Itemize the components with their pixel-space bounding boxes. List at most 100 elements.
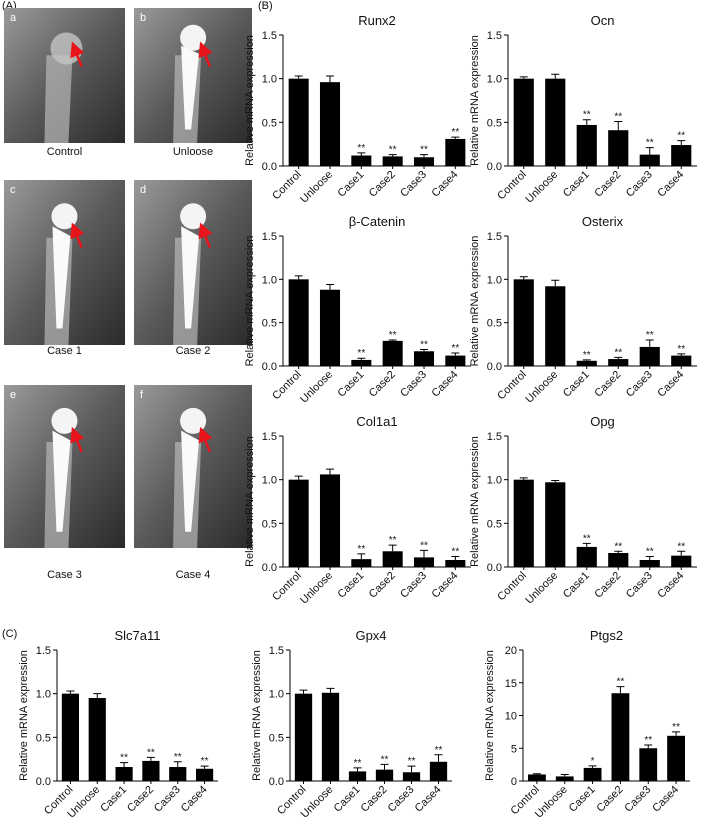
bar — [142, 760, 160, 781]
bar — [319, 474, 341, 567]
image-letter: b — [140, 12, 146, 24]
bar — [382, 551, 403, 567]
x-tick-label: Unloose — [298, 169, 335, 206]
significance: ** — [201, 756, 209, 767]
error-bar — [357, 357, 366, 360]
bar — [639, 748, 658, 781]
x-tick-label: Case1 — [561, 570, 592, 601]
y-tick-label: 0.5 — [262, 518, 277, 530]
y-tick-label: 1.0 — [36, 689, 51, 701]
image-letter: e — [10, 389, 16, 401]
y-tick-label: 1.5 — [36, 645, 51, 657]
y-tick-label: 0.0 — [262, 562, 277, 574]
y-tick-label: 1.0 — [487, 274, 502, 286]
implant-stem — [181, 45, 200, 130]
bar — [513, 279, 534, 366]
x-tick-label: Unloose — [523, 169, 560, 206]
implant-head — [180, 203, 207, 230]
y-axis-label: Relative mRNA expression — [469, 236, 481, 367]
x-tick-label: Case3 — [398, 369, 429, 400]
x-tick-label: Case4 — [429, 570, 460, 601]
bar — [555, 776, 574, 781]
panel-label: (C) — [2, 628, 17, 640]
y-tick-label: 0.5 — [269, 732, 284, 744]
implant-head — [180, 24, 207, 51]
x-tick-label: Case4 — [650, 784, 681, 815]
x-tick-label: Case2 — [592, 369, 623, 400]
bar — [169, 767, 187, 781]
bar — [413, 557, 435, 567]
error-bar — [420, 154, 428, 158]
y-axis-label: Relative mRNA expression — [469, 35, 481, 166]
y-tick-label: 0.5 — [487, 518, 502, 530]
x-tick-label: Case1 — [98, 784, 129, 815]
error-bar — [551, 73, 560, 79]
y-tick-label: 0.0 — [487, 562, 502, 574]
significance: ** — [677, 344, 685, 355]
bar — [88, 698, 106, 781]
chart-title: Col1a1 — [356, 414, 397, 429]
error-bar — [645, 556, 654, 561]
bar — [319, 289, 341, 366]
x-tick-label: Case3 — [624, 369, 655, 400]
y-tick-label: 0.0 — [262, 161, 277, 173]
arrow — [198, 426, 213, 453]
error-bar — [672, 731, 681, 736]
bar — [608, 553, 629, 567]
significance: ** — [614, 541, 622, 552]
significance: ** — [389, 535, 397, 546]
bar — [608, 130, 629, 166]
error-bar — [551, 279, 560, 287]
implant-head — [51, 407, 78, 434]
bar — [413, 157, 435, 166]
significance: ** — [357, 348, 365, 359]
y-axis-label: Relative mRNA expression — [18, 650, 30, 781]
significance: ** — [583, 110, 591, 121]
error-bar — [357, 152, 366, 156]
x-tick-label: Case1 — [561, 369, 592, 400]
bar — [375, 769, 394, 781]
bar — [528, 774, 546, 781]
significance: ** — [451, 547, 459, 558]
implant-stem — [181, 226, 200, 329]
bar — [671, 145, 692, 166]
bar — [288, 479, 309, 567]
x-tick-label: Unloose — [298, 369, 335, 406]
x-tick-label: Case2 — [367, 169, 398, 200]
bar — [576, 546, 597, 567]
y-axis-label: Relative mRNA expression — [469, 436, 481, 567]
bar — [576, 124, 597, 166]
error-bar — [294, 275, 303, 280]
y-tick-label: 0.5 — [262, 318, 277, 330]
error-bar — [93, 693, 102, 699]
error-bar — [616, 686, 625, 694]
x-tick-label: Case2 — [592, 570, 623, 601]
error-bar — [519, 276, 528, 280]
bar — [639, 346, 660, 366]
implant-head — [51, 203, 78, 230]
error-bar — [326, 75, 334, 83]
significance: ** — [614, 347, 622, 358]
error-bar — [582, 119, 591, 125]
error-bar — [532, 773, 541, 775]
bar — [288, 279, 309, 366]
image-caption: Case 1 — [47, 345, 82, 357]
image-letter: a — [10, 12, 17, 24]
bar — [639, 154, 660, 166]
bar — [319, 82, 341, 166]
x-tick-label: Case1 — [567, 784, 598, 815]
chart-title: Slc7a11 — [114, 628, 160, 643]
bar-chart: Col1a1 Relative mRNA expression 0.0 0.5 1.0 1… — [244, 414, 471, 607]
x-tick-label: Unloose — [298, 570, 335, 607]
image-letter: c — [10, 184, 16, 196]
y-tick-label: 0.5 — [36, 732, 51, 744]
bar — [429, 761, 448, 781]
y-tick-label: 1.0 — [487, 74, 502, 86]
x-tick-label: Case2 — [595, 784, 626, 815]
bar — [545, 78, 566, 166]
error-bar — [551, 480, 560, 483]
bar — [445, 560, 466, 567]
error-bar — [420, 349, 428, 352]
significance: ** — [435, 745, 443, 756]
error-bar — [614, 120, 623, 131]
